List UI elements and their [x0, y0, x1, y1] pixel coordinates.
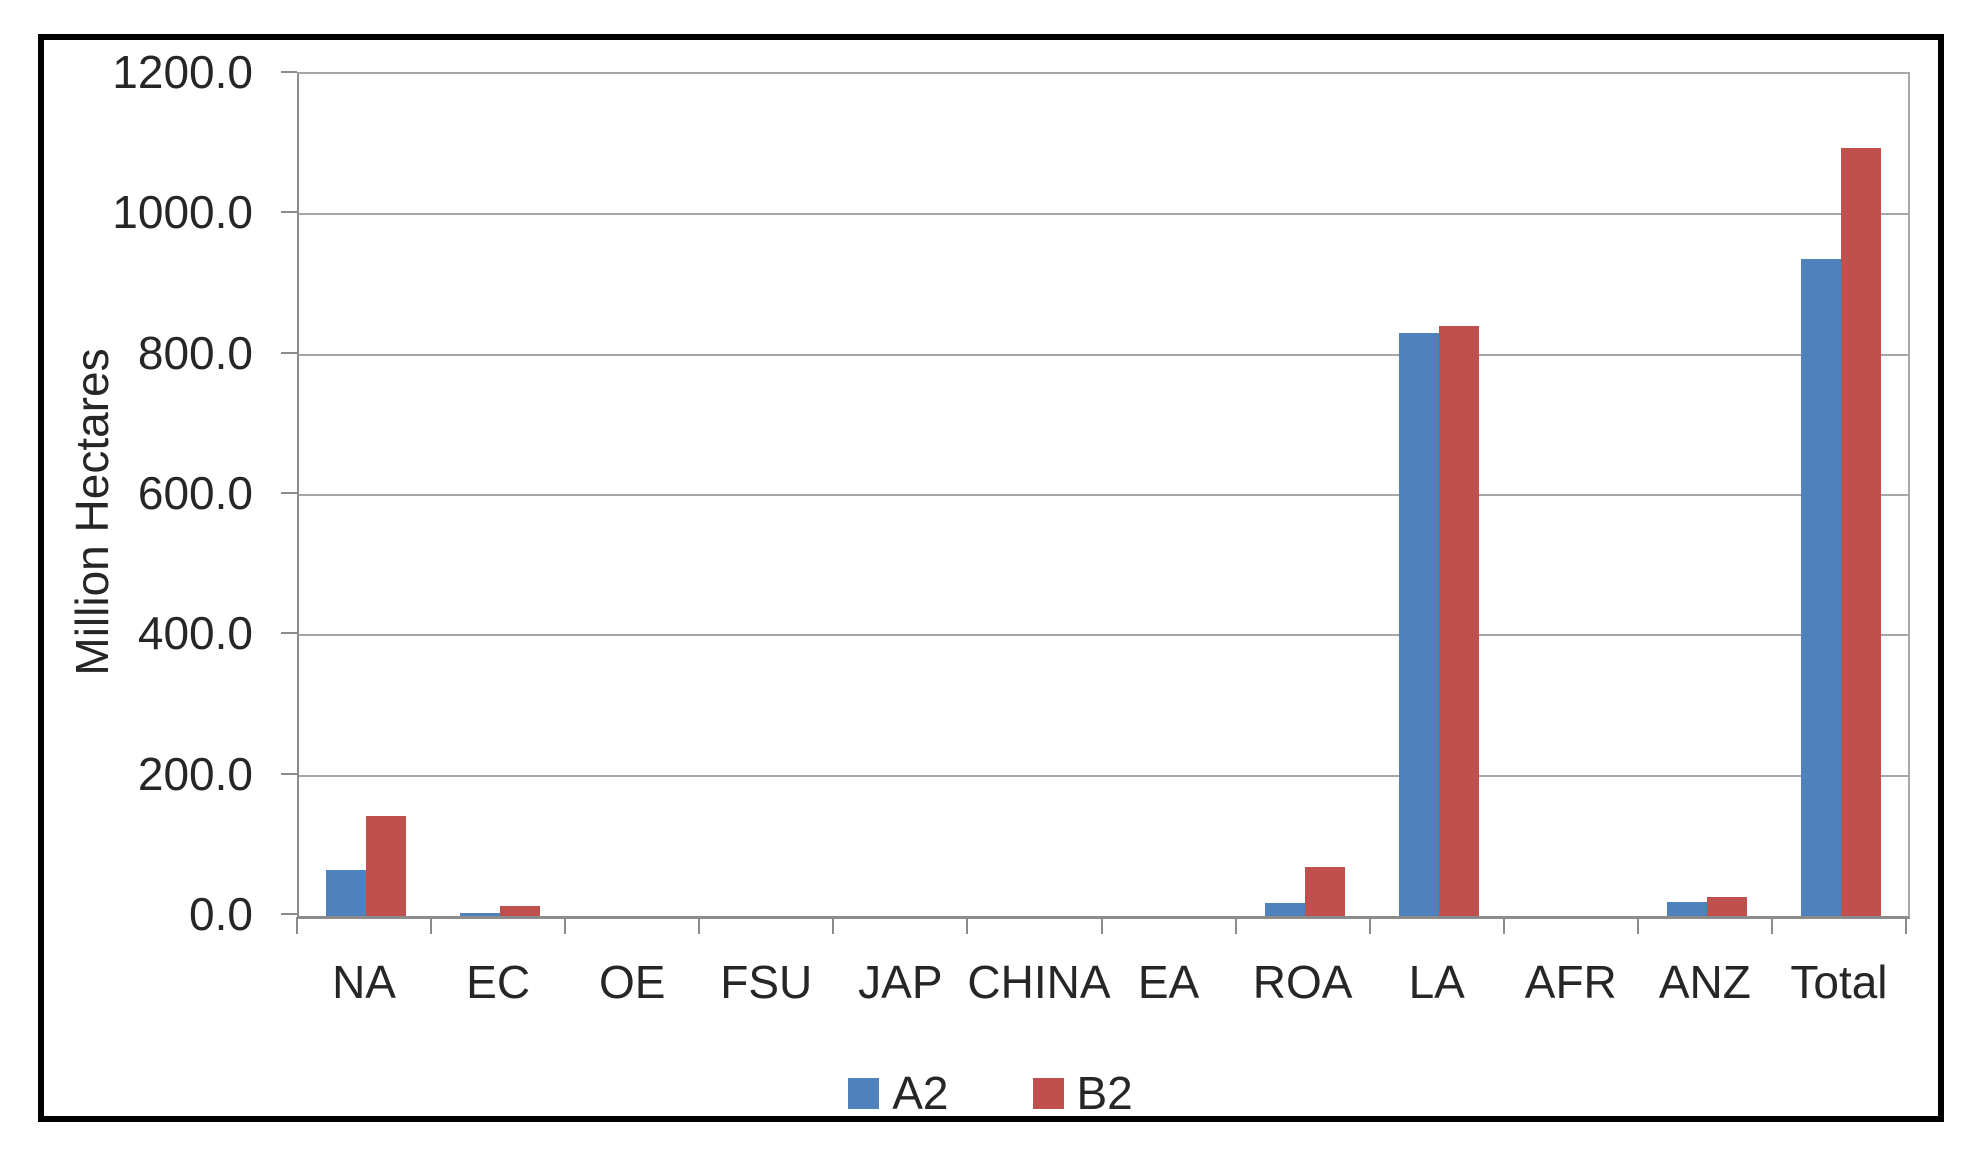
y-tick-label-1000.0: 1000.0: [112, 186, 253, 239]
x-label-ec: EC: [466, 956, 531, 1008]
y-tick-label-1200.0: 1200.0: [112, 46, 253, 98]
x-label-fsu: FSU: [720, 956, 813, 1008]
bar-b2-la: [1438, 325, 1479, 916]
legend-item-a2: A2: [848, 1066, 949, 1120]
gridline-200: [299, 774, 1908, 777]
y-tick-label-600.0: 600.0: [137, 467, 253, 519]
x-label-roa: ROA: [1252, 956, 1353, 1008]
x-tick-mark-0: [296, 917, 298, 934]
bar-a2-total: [1800, 259, 1841, 916]
bar-b2-anz: [1706, 897, 1747, 916]
x-tick-mark-3: [698, 917, 701, 934]
y-tick-mark-0.0: [281, 913, 297, 915]
legend-label-a2: A2: [892, 1067, 949, 1119]
x-tick-mark-12: [1905, 917, 1907, 934]
x-tick-mark-1: [430, 917, 433, 934]
y-tick-label-400.0: 400.0: [137, 607, 253, 660]
legend-label-b2: B2: [1076, 1067, 1133, 1119]
y-tick-mark-400.0: [281, 632, 297, 635]
y-tick-mark-1000.0: [281, 211, 297, 214]
x-tick-mark-10: [1636, 917, 1639, 934]
bar-b2-roa: [1304, 866, 1345, 916]
x-label-jap: JAP: [858, 956, 943, 1008]
x-label-china: CHINA: [967, 956, 1111, 1008]
x-tick-mark-4: [832, 917, 835, 934]
bar-a2-na: [326, 869, 367, 916]
x-label-afr: AFR: [1524, 956, 1617, 1008]
y-tick-label-200.0: 200.0: [137, 747, 253, 800]
x-label-oe: OE: [598, 956, 666, 1008]
bar-a2-anz: [1666, 901, 1707, 916]
gridline-600: [299, 494, 1908, 496]
gridline-1000: [299, 213, 1908, 216]
gridline-800: [299, 353, 1908, 356]
y-tick-mark-200.0: [281, 772, 297, 775]
x-label-na: NA: [332, 956, 396, 1008]
bar-a2-ec: [460, 913, 501, 916]
legend-swatch-b2: [1032, 1077, 1064, 1109]
x-tick-mark-7: [1234, 917, 1237, 934]
y-tick-mark-1200.0: [281, 71, 297, 73]
x-tick-mark-6: [1100, 917, 1103, 934]
y-tick-label-0.0: 0.0: [189, 888, 253, 940]
x-tick-mark-11: [1770, 917, 1773, 934]
x-label-ea: EA: [1137, 956, 1200, 1008]
x-tick-mark-5: [966, 917, 969, 934]
legend: A2 B2: [0, 1066, 1981, 1120]
bar-b2-total: [1840, 147, 1881, 916]
bar-a2-la: [1398, 332, 1439, 916]
y-tick-mark-600.0: [281, 492, 297, 494]
x-label-la: LA: [1408, 956, 1465, 1008]
x-tick-mark-9: [1502, 917, 1505, 934]
x-tick-mark-2: [564, 917, 567, 934]
bar-b2-na: [366, 815, 407, 916]
y-tick-mark-800.0: [281, 351, 297, 354]
x-label-anz: ANZ: [1658, 956, 1751, 1008]
legend-swatch-a2: [848, 1077, 880, 1109]
x-label-total: Total: [1790, 956, 1888, 1008]
bar-b2-ec: [500, 906, 541, 916]
gridline-400: [299, 634, 1908, 637]
plot-area: [297, 72, 1910, 919]
y-tick-label-800.0: 800.0: [137, 326, 253, 379]
legend-item-b2: B2: [1032, 1066, 1133, 1120]
bar-a2-roa: [1264, 903, 1305, 916]
x-tick-mark-8: [1368, 917, 1371, 934]
